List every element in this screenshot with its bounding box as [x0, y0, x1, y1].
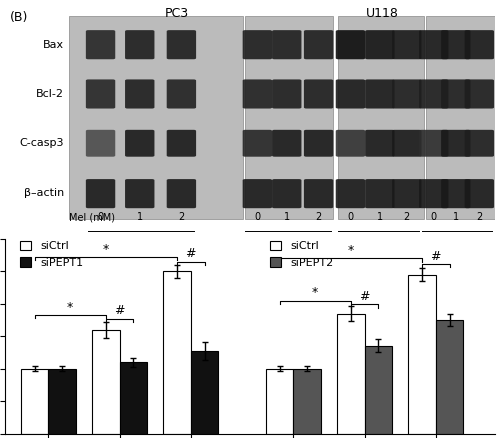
Text: C-casp3: C-casp3	[20, 138, 64, 148]
FancyBboxPatch shape	[365, 179, 394, 208]
Bar	[190, 351, 218, 434]
Text: 1: 1	[377, 212, 383, 222]
Text: 0: 0	[254, 212, 260, 222]
FancyBboxPatch shape	[304, 30, 334, 59]
FancyBboxPatch shape	[86, 30, 115, 59]
Text: 2: 2	[404, 212, 410, 222]
Text: #: #	[430, 250, 441, 263]
FancyBboxPatch shape	[242, 30, 272, 59]
Text: *: *	[67, 300, 73, 314]
FancyBboxPatch shape	[365, 79, 394, 109]
Text: β–actin: β–actin	[24, 187, 64, 198]
Text: *: *	[348, 244, 354, 257]
Text: PC3: PC3	[164, 7, 188, 20]
FancyBboxPatch shape	[166, 130, 196, 157]
FancyBboxPatch shape	[441, 79, 470, 109]
Text: siPEPT2: siPEPT2	[437, 242, 476, 252]
Text: Mel (mM): Mel (mM)	[68, 212, 114, 222]
Text: *: *	[312, 286, 318, 299]
FancyBboxPatch shape	[338, 16, 424, 219]
Text: 2: 2	[178, 212, 184, 222]
FancyBboxPatch shape	[242, 179, 272, 208]
FancyBboxPatch shape	[86, 179, 115, 208]
FancyBboxPatch shape	[166, 179, 196, 208]
FancyBboxPatch shape	[419, 179, 448, 208]
Bar	[266, 369, 293, 434]
Text: 0: 0	[98, 212, 103, 222]
FancyBboxPatch shape	[441, 30, 470, 59]
FancyBboxPatch shape	[392, 179, 422, 208]
Bar	[92, 330, 120, 434]
FancyBboxPatch shape	[441, 179, 470, 208]
Text: #: #	[114, 304, 125, 318]
Bar	[48, 369, 76, 434]
FancyBboxPatch shape	[464, 130, 494, 157]
Text: 1: 1	[452, 212, 459, 222]
FancyBboxPatch shape	[166, 30, 196, 59]
Bar	[294, 369, 321, 434]
FancyBboxPatch shape	[392, 79, 422, 109]
FancyBboxPatch shape	[392, 130, 422, 157]
FancyBboxPatch shape	[336, 130, 365, 157]
Text: siPEPT1: siPEPT1	[268, 242, 306, 252]
Bar	[337, 314, 364, 434]
FancyBboxPatch shape	[365, 130, 394, 157]
Bar	[408, 275, 436, 434]
FancyBboxPatch shape	[86, 130, 115, 157]
FancyBboxPatch shape	[441, 130, 470, 157]
Text: siCtrl: siCtrl	[128, 242, 153, 252]
FancyBboxPatch shape	[125, 30, 154, 59]
FancyBboxPatch shape	[336, 79, 365, 109]
Text: Bcl-2: Bcl-2	[36, 89, 64, 99]
FancyBboxPatch shape	[125, 130, 154, 157]
FancyBboxPatch shape	[336, 179, 365, 208]
FancyBboxPatch shape	[304, 130, 334, 157]
FancyBboxPatch shape	[419, 130, 448, 157]
FancyBboxPatch shape	[464, 30, 494, 59]
Bar	[364, 346, 392, 434]
Text: 2: 2	[316, 212, 322, 222]
FancyBboxPatch shape	[304, 79, 334, 109]
FancyBboxPatch shape	[166, 79, 196, 109]
FancyBboxPatch shape	[392, 30, 422, 59]
FancyBboxPatch shape	[272, 79, 302, 109]
Text: 0: 0	[348, 212, 354, 222]
Bar	[21, 369, 48, 434]
Text: #: #	[360, 290, 370, 303]
Text: 0: 0	[430, 212, 437, 222]
FancyBboxPatch shape	[426, 16, 495, 219]
Text: #: #	[186, 247, 196, 260]
FancyBboxPatch shape	[464, 179, 494, 208]
Text: Bax: Bax	[42, 40, 64, 49]
FancyBboxPatch shape	[125, 179, 154, 208]
FancyBboxPatch shape	[304, 179, 334, 208]
FancyBboxPatch shape	[86, 79, 115, 109]
Bar	[163, 271, 190, 434]
FancyBboxPatch shape	[419, 30, 448, 59]
Text: U118: U118	[366, 7, 398, 20]
FancyBboxPatch shape	[242, 79, 272, 109]
FancyBboxPatch shape	[272, 179, 302, 208]
Text: 2: 2	[476, 212, 482, 222]
Legend: siCtrl, siPEPT2: siCtrl, siPEPT2	[270, 240, 334, 268]
Bar	[120, 362, 148, 434]
Text: (B): (B)	[10, 11, 29, 24]
Text: siCtrl: siCtrl	[366, 242, 392, 252]
FancyBboxPatch shape	[336, 30, 365, 59]
FancyBboxPatch shape	[464, 79, 494, 109]
Text: *: *	[102, 243, 109, 256]
FancyBboxPatch shape	[272, 130, 302, 157]
FancyBboxPatch shape	[245, 16, 334, 219]
FancyBboxPatch shape	[272, 30, 302, 59]
Bar	[436, 320, 464, 434]
Text: 1: 1	[284, 212, 290, 222]
FancyBboxPatch shape	[125, 79, 154, 109]
FancyBboxPatch shape	[68, 16, 242, 219]
Text: 1: 1	[136, 212, 143, 222]
FancyBboxPatch shape	[242, 130, 272, 157]
FancyBboxPatch shape	[419, 79, 448, 109]
FancyBboxPatch shape	[365, 30, 394, 59]
